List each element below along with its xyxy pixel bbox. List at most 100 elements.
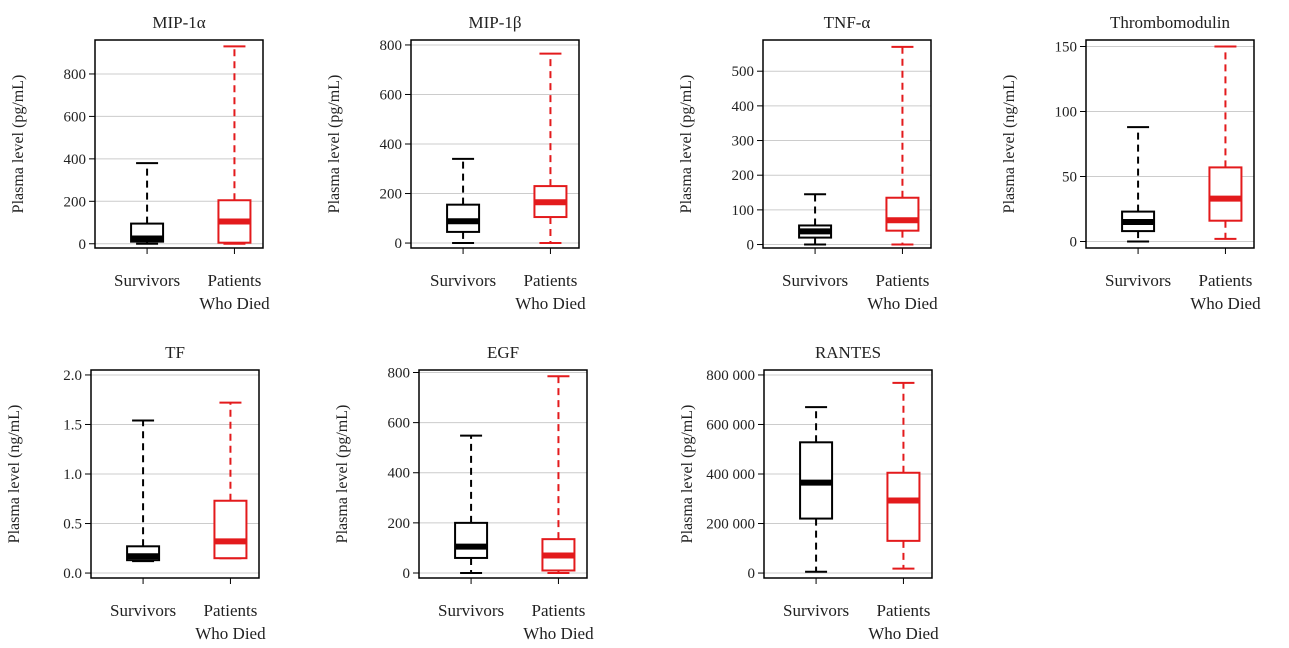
y-tick-label: 400 — [64, 152, 87, 168]
x-category-label: Patients — [524, 271, 578, 290]
chart-panel-5: EGF Plasma level (pg/mL) 0 200 400 600 800 Surv… — [334, 343, 594, 643]
chart-panel-0: MIP-1α Plasma level (pg/mL) 0 200 400 600 800 S… — [10, 13, 270, 313]
chart-title: MIP-1β — [468, 13, 521, 32]
x-category-label: Survivors — [782, 271, 848, 290]
plot-frame — [418, 369, 588, 579]
x-category-label: Survivors — [114, 271, 180, 290]
chart-title: MIP-1α — [152, 13, 205, 32]
chart-title: RANTES — [815, 343, 881, 362]
y-tick-label: 200 — [388, 516, 411, 532]
y-axis-label: Plasma level (pg/mL) — [679, 405, 696, 544]
y-tick-label: 0 — [747, 238, 755, 254]
box-survivors — [126, 419, 161, 563]
y-tick-label: 100 — [732, 203, 755, 219]
plot-frame — [762, 39, 932, 249]
chart-title: EGF — [487, 343, 519, 362]
y-tick-label: 400 — [380, 137, 403, 153]
iqr-box — [886, 471, 921, 542]
y-tick-label: 100 — [1055, 105, 1078, 121]
y-tick-label: 800 — [380, 38, 403, 54]
y-tick-label: 0 — [395, 236, 403, 252]
y-tick-label: 300 — [732, 134, 755, 150]
box-survivors — [446, 157, 481, 245]
x-category-label: Patients — [204, 601, 258, 620]
y-tick-label: 800 — [388, 366, 411, 382]
y-tick-label: 50 — [1062, 170, 1077, 186]
x-category-label: Survivors — [110, 601, 176, 620]
y-axis-label: Plasma level (pg/mL) — [10, 75, 27, 214]
x-category-label: Survivors — [1105, 271, 1171, 290]
chart-title: Thrombomodulin — [1110, 13, 1230, 32]
chart-panel-3: Thrombomodulin Plasma level (ng/mL) 0 50 100… — [1001, 13, 1261, 313]
y-tick-label: 400 — [388, 466, 411, 482]
box-patients-who-died — [541, 375, 576, 574]
box-patients-who-died — [886, 381, 921, 570]
y-tick-label: 200 — [732, 168, 755, 184]
box-survivors — [799, 406, 834, 573]
y-tick-label: 800 000 — [706, 368, 755, 384]
y-axis-label: Plasma level (pg/mL) — [334, 405, 351, 544]
box-survivors — [1121, 126, 1156, 243]
x-category-label: Who Died — [515, 294, 586, 313]
iqr-box — [1208, 166, 1243, 222]
y-tick-label: 600 — [64, 109, 87, 125]
x-category-label: Who Died — [195, 624, 266, 643]
y-tick-label: 0 — [403, 566, 411, 582]
y-tick-label: 0.5 — [63, 517, 82, 533]
box-patients-who-died — [213, 401, 248, 560]
y-tick-label: 600 — [388, 416, 411, 432]
plot-frame — [94, 39, 264, 249]
x-category-label: Who Died — [199, 294, 270, 313]
x-category-label: Survivors — [430, 271, 496, 290]
plot-frame — [763, 369, 933, 579]
box-survivors — [798, 193, 833, 246]
x-category-label: Survivors — [783, 601, 849, 620]
y-tick-label: 2.0 — [63, 368, 82, 384]
x-category-label: Who Died — [523, 624, 594, 643]
x-category-label: Who Died — [867, 294, 938, 313]
x-category-label: Patients — [1199, 271, 1253, 290]
y-tick-label: 200 000 — [706, 517, 755, 533]
y-tick-label: 150 — [1055, 40, 1078, 56]
y-tick-label: 200 — [380, 187, 403, 203]
y-tick-label: 0 — [1070, 235, 1078, 251]
chart-panel-2: TNF-α Plasma level (pg/mL) 0 100 200 300 400 50… — [678, 13, 938, 313]
y-tick-label: 400 — [732, 99, 755, 115]
x-category-label: Patients — [532, 601, 586, 620]
chart-panel-6: RANTES Plasma level (pg/mL) 0 200 000 400 00… — [679, 343, 939, 643]
x-category-label: Survivors — [438, 601, 504, 620]
y-tick-label: 600 — [380, 87, 403, 103]
y-tick-label: 400 000 — [706, 467, 755, 483]
chart-panel-4: TF Plasma level (ng/mL) 0.0 0.5 1.0 1.5 2.0 Sur… — [6, 343, 266, 643]
box-patients-who-died — [533, 52, 568, 245]
chart-title: TNF-α — [824, 13, 871, 32]
x-category-label: Who Died — [868, 624, 939, 643]
y-tick-label: 0 — [79, 237, 87, 253]
chart-panel-1: MIP-1β Plasma level (pg/mL) 0 200 400 600 800 S… — [326, 13, 586, 313]
y-tick-label: 0.0 — [63, 566, 82, 582]
box-patients-who-died — [1208, 45, 1243, 240]
y-tick-label: 0 — [748, 566, 756, 582]
x-category-label: Patients — [876, 271, 930, 290]
y-tick-label: 1.0 — [63, 467, 82, 483]
box-survivors — [130, 162, 165, 245]
y-tick-label: 1.5 — [63, 417, 82, 433]
y-axis-label: Plasma level (pg/mL) — [326, 75, 343, 214]
iqr-box — [454, 521, 489, 559]
y-tick-label: 800 — [64, 67, 87, 83]
y-axis-label: Plasma level (pg/mL) — [678, 75, 695, 214]
chart-title: TF — [165, 343, 185, 362]
box-patients-who-died — [217, 45, 252, 245]
y-tick-label: 500 — [732, 64, 755, 80]
iqr-box — [885, 196, 920, 232]
x-category-label: Patients — [877, 601, 931, 620]
plot-frame — [90, 369, 260, 579]
y-axis-label: Plasma level (ng/mL) — [6, 405, 23, 544]
plot-frame — [410, 39, 580, 249]
x-category-label: Patients — [208, 271, 262, 290]
box-survivors — [454, 434, 489, 574]
x-category-label: Who Died — [1190, 294, 1261, 313]
y-tick-label: 200 — [64, 194, 87, 210]
box-patients-who-died — [885, 45, 920, 246]
